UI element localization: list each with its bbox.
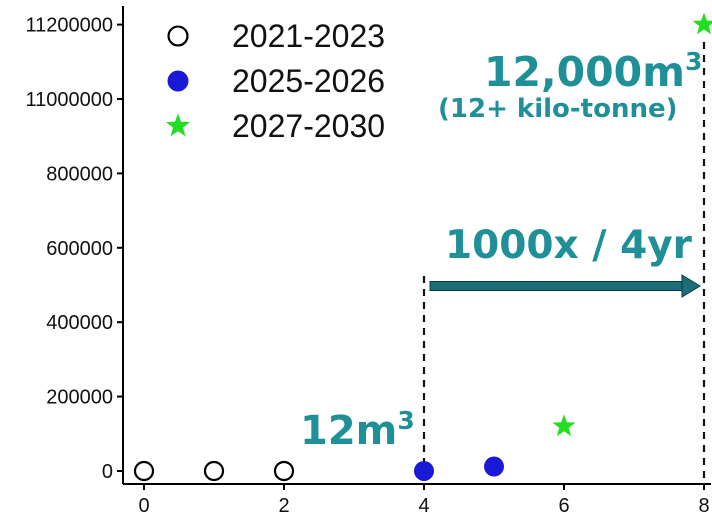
growth-arrow — [429, 274, 701, 298]
legend-marker — [166, 113, 190, 137]
data-point — [692, 12, 712, 35]
data-points — [133, 12, 712, 482]
data-point — [414, 460, 434, 481]
legend-marker — [167, 25, 189, 47]
data-point — [203, 460, 225, 482]
y-tick-label: 400000 — [46, 312, 113, 334]
y-tick-label: 0 — [102, 461, 113, 483]
x-tick-label: 6 — [558, 495, 569, 517]
data-point — [273, 460, 295, 482]
data-point — [552, 414, 576, 437]
y-tick-label: 11000000 — [26, 89, 114, 111]
growth-arrow-shaft — [429, 281, 685, 291]
annotations: 12m3 12,000m3 (12+ kilo-tonne) 1000x / 4… — [300, 47, 702, 454]
growth-annotation: 1000x / 4yr — [445, 223, 693, 268]
x-tick-label: 4 — [418, 495, 429, 517]
x-tick-label: 2 — [278, 495, 289, 517]
dashed-guides — [422, 42, 706, 484]
end-subannotation: (12+ kilo-tonne) — [438, 94, 678, 124]
y-tick-label: 600000 — [46, 238, 113, 260]
y-tick-label: 800000 — [46, 163, 113, 185]
axes: 0 200000 400000 600000 800000 11000000 1120000… — [26, 6, 711, 517]
data-point — [133, 460, 155, 482]
legend-marker — [167, 70, 189, 92]
x-tick-label: 0 — [138, 495, 149, 517]
y-tick-label: 200000 — [46, 387, 113, 409]
start-annotation: 12m3 — [300, 406, 415, 454]
end-annotation: 12,000m3 — [484, 47, 702, 96]
growth-arrow-head — [681, 274, 701, 298]
legend-label: 2025-2026 — [232, 63, 385, 99]
data-point — [484, 456, 504, 477]
legend-label: 2021-2023 — [232, 18, 385, 54]
x-tick-label: 8 — [698, 495, 709, 517]
legend-label: 2027-2030 — [232, 108, 385, 144]
legend: 2021-2023 2025-2026 2027-2030 — [166, 18, 385, 144]
y-tick-label: 11200000 — [26, 15, 114, 37]
